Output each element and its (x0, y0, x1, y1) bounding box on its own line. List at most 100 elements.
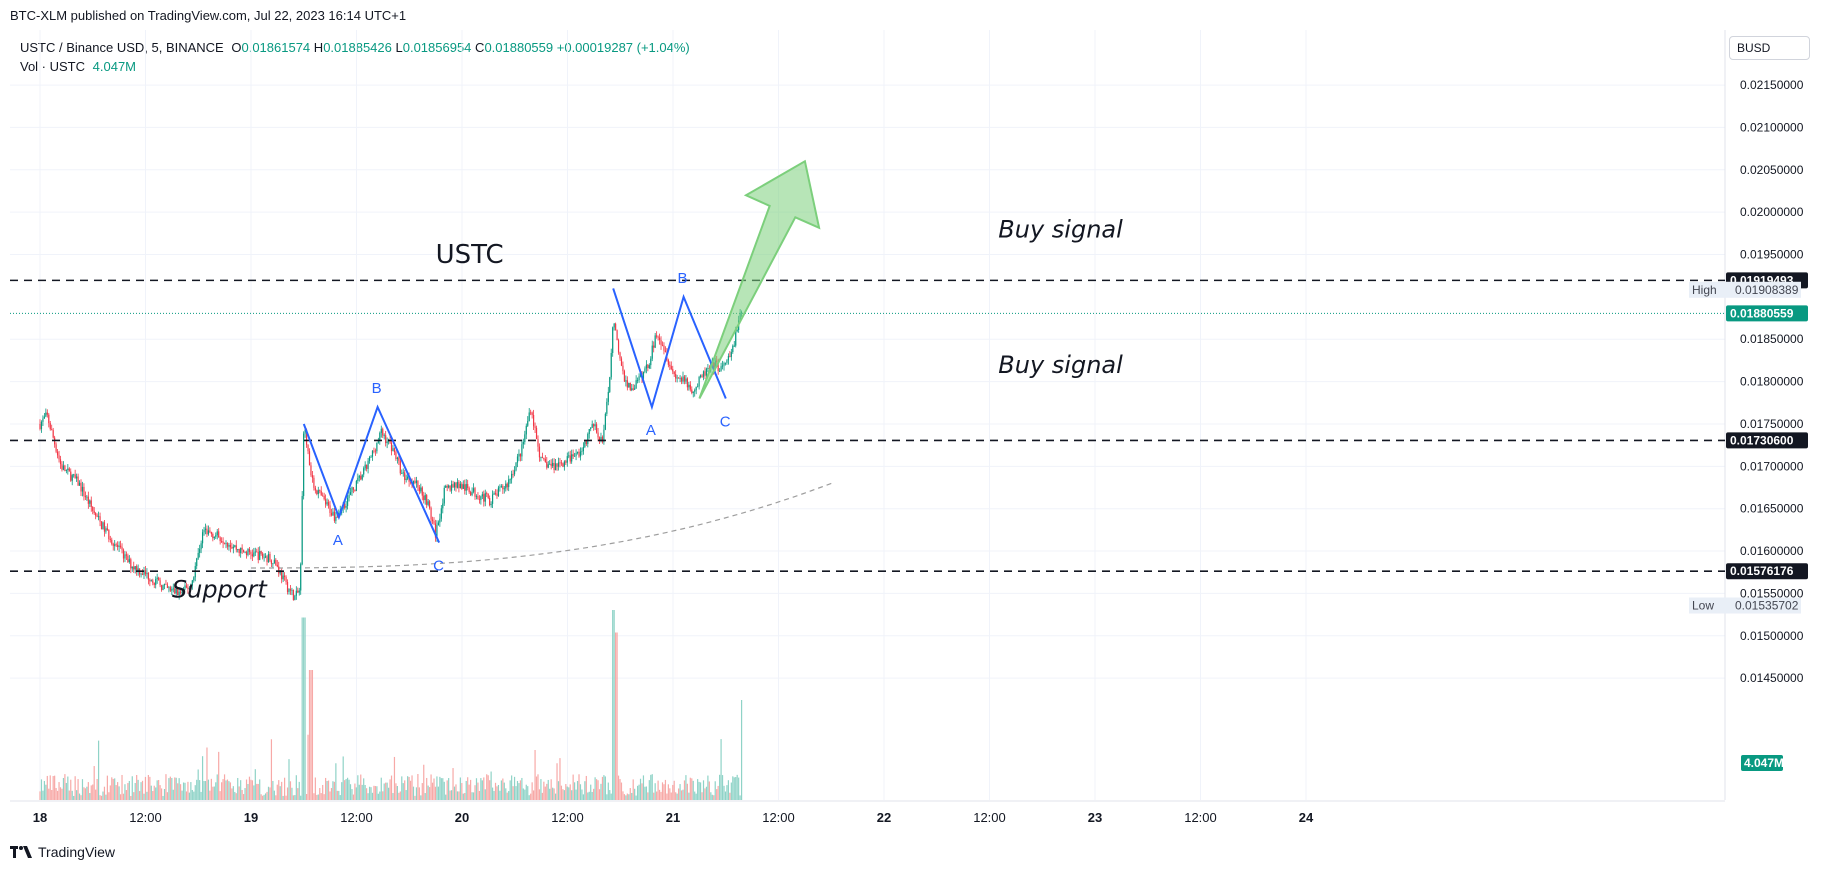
candle (304, 429, 306, 434)
volume-bar (603, 775, 605, 800)
candle (730, 352, 732, 357)
volume-bar (552, 787, 554, 800)
candle (546, 461, 548, 468)
volume-bar (584, 781, 586, 800)
volume-bar (67, 776, 69, 800)
volume-bar (651, 774, 653, 800)
candle (402, 472, 404, 474)
candle (392, 448, 394, 452)
candle (212, 533, 214, 539)
volume-bar (80, 795, 82, 800)
volume-bar (682, 789, 684, 800)
candle (276, 564, 278, 567)
volume-bar (518, 783, 520, 800)
candle (478, 499, 481, 501)
candle (401, 473, 403, 474)
volume-bar (385, 782, 387, 800)
candle (705, 368, 708, 376)
parabolic-curve (251, 482, 832, 569)
volume-bar (450, 790, 453, 800)
volume-bar (114, 778, 116, 800)
candle (658, 337, 661, 340)
volume-bar (427, 785, 429, 800)
candle (127, 555, 129, 563)
buy-arrow (698, 159, 821, 399)
candle (349, 492, 352, 495)
candle (427, 501, 429, 505)
candle (51, 429, 53, 431)
volume-bar (247, 783, 249, 800)
candle (332, 511, 334, 516)
candle (629, 383, 631, 390)
volume-bar (56, 790, 59, 800)
high-label: H (313, 40, 324, 55)
candle (81, 486, 84, 492)
candle (300, 564, 302, 591)
volume-bar (210, 778, 212, 800)
candle (191, 580, 193, 586)
price-tick-label: 0.01700000 (1740, 459, 1804, 473)
volume-bar (240, 780, 242, 800)
volume-bar (669, 788, 671, 800)
time-tick-label: 19 (244, 810, 258, 825)
candle (669, 364, 671, 367)
volume-bar (305, 793, 308, 800)
candle (380, 428, 382, 433)
volume-bar (379, 791, 381, 800)
volume-bar (137, 779, 139, 800)
candle (477, 496, 479, 500)
volume-bar (333, 781, 336, 800)
candle (83, 486, 85, 496)
candle (648, 365, 650, 369)
volume-bar (376, 786, 378, 800)
volume-bar (160, 788, 163, 800)
volume-bar (58, 782, 60, 800)
candle (511, 473, 513, 480)
candle (585, 440, 587, 445)
candle (490, 503, 492, 506)
candle (153, 582, 155, 585)
candle (459, 483, 461, 489)
volume-bar (619, 779, 621, 800)
candle (273, 559, 275, 564)
currency-button[interactable]: BUSD (1729, 36, 1810, 60)
candle (398, 457, 400, 461)
volume-bar (491, 787, 494, 800)
volume-bar (314, 777, 316, 800)
volume-bar (597, 780, 599, 800)
volume-label[interactable]: Vol · USTC (20, 59, 86, 74)
candle (604, 413, 606, 430)
candle (437, 522, 439, 526)
candle (319, 490, 321, 492)
candle (221, 541, 223, 542)
candle (503, 488, 505, 490)
candle (371, 450, 374, 457)
candle (289, 589, 292, 591)
volume-bar (206, 747, 208, 800)
volume-bar (371, 792, 374, 800)
price-tick-label: 0.02050000 (1740, 163, 1804, 177)
volume-bar (297, 788, 299, 800)
volume-row: Vol · USTC 4.047M (20, 57, 690, 76)
volume-bar (607, 782, 609, 800)
volume-bar (146, 791, 148, 800)
symbol-label[interactable]: USTC / Binance USD, 5, BINANCE (20, 40, 224, 55)
candle (486, 493, 488, 494)
candle (46, 412, 48, 415)
volume-bar (625, 795, 627, 800)
candle (493, 493, 495, 495)
volume-bar (349, 784, 352, 800)
candle (638, 376, 640, 381)
candle (587, 433, 589, 445)
volume-bar (724, 791, 727, 800)
candle (267, 553, 270, 563)
time-tick-label: 12:00 (340, 810, 373, 825)
volume-bar (207, 779, 210, 800)
candle (193, 577, 195, 581)
volume-bar (204, 781, 207, 800)
candle (108, 530, 110, 540)
candle (237, 549, 239, 550)
time-tick-label: 20 (455, 810, 469, 825)
candle (407, 476, 409, 479)
